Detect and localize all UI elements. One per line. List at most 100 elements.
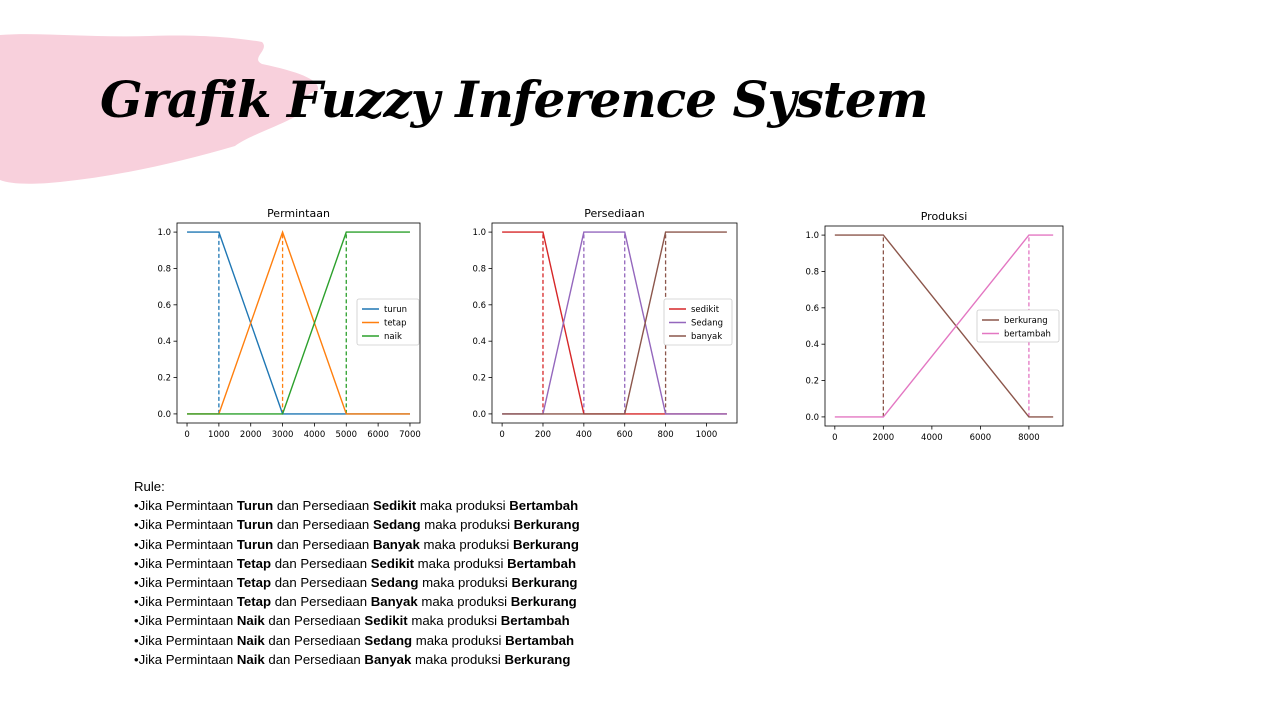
rule-item: •Jika Permintaan Turun dan Persediaan Se…	[134, 515, 580, 534]
rule-item: •Jika Permintaan Turun dan Persediaan Ba…	[134, 535, 580, 554]
rule-keyword: Berkurang	[504, 651, 571, 667]
chart-permintaan: Permintaan 0 1000 2000 3000 4000 5000 6000 7000 0…	[147, 203, 427, 447]
rule-text: •Jika Permintaan	[134, 613, 237, 629]
rule-text: dan Persediaan	[271, 555, 371, 571]
rule-text: dan Persediaan	[264, 632, 365, 648]
rule-text: •Jika Permintaan	[134, 632, 237, 648]
rule-text: maka produksi	[414, 555, 508, 571]
x-tick-label: 0	[832, 433, 837, 443]
y-tick-label: 0.8	[157, 264, 171, 274]
rule-keyword: Turun	[236, 498, 274, 514]
y-tick-label: 1.0	[805, 231, 819, 241]
y-tick-label: 0.2	[805, 377, 819, 387]
rule-keyword: Berkurang	[510, 594, 577, 610]
rule-text: maka produksi	[411, 651, 505, 667]
rule-keyword: Berkurang	[513, 517, 580, 533]
y-tick-label: 0.6	[472, 301, 486, 311]
rule-text: •Jika Permintaan	[134, 498, 237, 514]
rule-keyword: Banyak	[364, 651, 412, 667]
chart-svg: Persediaan 0 200 400 600 800 1000 0.0 0.2 0.4 0.6 0…	[472, 207, 738, 440]
y-tick-label: 0.2	[472, 374, 486, 384]
rule-keyword: Sedang	[364, 632, 413, 648]
rules-list: •Jika Permintaan Turun dan Persediaan Se…	[134, 496, 580, 669]
y-tick-label: 0.0	[805, 413, 819, 423]
rule-text: maka produksi	[418, 575, 512, 591]
x-tick-label: 200	[535, 430, 551, 440]
legend-label: berkurang	[1004, 316, 1048, 326]
rule-keyword: Naik	[236, 613, 265, 629]
legend-label: tetap	[384, 319, 407, 329]
x-tick-label: 6000	[970, 433, 992, 443]
x-tick-label: 1000	[208, 430, 230, 440]
chart-title: Produksi	[921, 210, 968, 223]
rule-text: •Jika Permintaan	[134, 575, 237, 591]
chart-title: Permintaan	[267, 207, 330, 220]
legend-box	[663, 298, 733, 346]
x-tick-label: 5000	[335, 430, 357, 440]
legend: turun tetap naik	[356, 298, 420, 346]
rule-keyword: Sedang	[372, 517, 421, 533]
chart-persediaan: Persediaan 0 200 400 600 800 1000 0.0 0.2 0.4 0.6 0…	[466, 203, 746, 447]
rule-text: dan Persediaan	[264, 651, 365, 667]
plot-frame	[491, 222, 738, 424]
rule-text: dan Persediaan	[264, 613, 365, 629]
y-tick-label: 0.0	[157, 410, 171, 420]
chart-svg: Produksi 0 2000 4000 6000 8000 0.0 0.2 0.4 0.6 0.8…	[805, 210, 1064, 443]
x-tick-label: 4000	[304, 430, 326, 440]
rule-item: •Jika Permintaan Naik dan Persediaan Sed…	[134, 631, 580, 650]
rule-keyword: Bertambah	[500, 613, 570, 629]
series-line	[834, 234, 1054, 418]
rule-text: dan Persediaan	[273, 536, 373, 552]
rule-keyword: Sedikit	[370, 555, 415, 571]
rule-keyword: Sedikit	[364, 613, 408, 629]
rule-item: •Jika Permintaan Tetap dan Persediaan Ba…	[134, 592, 580, 611]
rule-text: maka produksi	[416, 498, 510, 514]
rule-text: •Jika Permintaan	[134, 594, 237, 610]
rule-keyword: Tetap	[236, 575, 272, 591]
rule-keyword: Berkurang	[512, 536, 579, 552]
y-tick-label: 0.2	[157, 374, 171, 384]
rule-keyword: Bertambah	[509, 498, 579, 514]
pink-brush-stroke	[0, 34, 319, 184]
legend: sedikit Sedang banyak	[663, 298, 733, 346]
rule-keyword: Sedang	[370, 575, 419, 591]
y-tick-label: 0.4	[805, 340, 819, 350]
y-tick-label: 0.4	[157, 337, 171, 347]
rule-text: dan Persediaan	[273, 498, 373, 514]
rule-text: •Jika Permintaan	[134, 517, 237, 533]
rules-heading: Rule:	[134, 479, 165, 494]
legend: berkurang bertambah	[976, 309, 1060, 343]
y-tick-label: 0.8	[805, 267, 819, 277]
rules-section: Rule: •Jika Permintaan Turun dan Persedi…	[134, 477, 580, 669]
legend-label: turun	[384, 305, 407, 315]
rule-keyword: Turun	[236, 536, 274, 552]
rule-keyword: Turun	[236, 517, 274, 533]
rule-item: •Jika Permintaan Naik dan Persediaan Ban…	[134, 650, 580, 669]
x-tick-label: 400	[576, 430, 592, 440]
rule-keyword: Banyak	[370, 594, 418, 610]
slide-title: Grafik Fuzzy Inference System	[100, 70, 929, 129]
rule-text: •Jika Permintaan	[134, 536, 237, 552]
rule-item: •Jika Permintaan Turun dan Persediaan Se…	[134, 496, 580, 515]
y-tick-label: 1.0	[157, 228, 171, 238]
series-line	[187, 231, 410, 415]
rule-text: maka produksi	[420, 517, 514, 533]
x-tick-label: 0	[499, 430, 504, 440]
rule-item: •Jika Permintaan Tetap dan Persediaan Se…	[134, 554, 580, 573]
series-line	[502, 231, 727, 415]
legend-label: sedikit	[691, 305, 720, 315]
x-tick-label: 8000	[1018, 433, 1040, 443]
x-tick-label: 0	[184, 430, 189, 440]
chart-svg: Permintaan 0 1000 2000 3000 4000 5000 6000 7000 0…	[157, 207, 421, 440]
x-tick-label: 3000	[272, 430, 294, 440]
rule-text: maka produksi	[419, 536, 513, 552]
x-tick-label: 2000	[873, 433, 895, 443]
legend-box	[356, 298, 420, 346]
x-tick-label: 7000	[399, 430, 421, 440]
rule-keyword: Banyak	[372, 536, 420, 552]
rule-keyword: Bertambah	[505, 632, 575, 648]
rule-text: dan Persediaan	[271, 594, 371, 610]
rule-text: dan Persediaan	[273, 517, 373, 533]
y-tick-label: 0.4	[472, 337, 486, 347]
y-tick-label: 0.6	[805, 304, 819, 314]
